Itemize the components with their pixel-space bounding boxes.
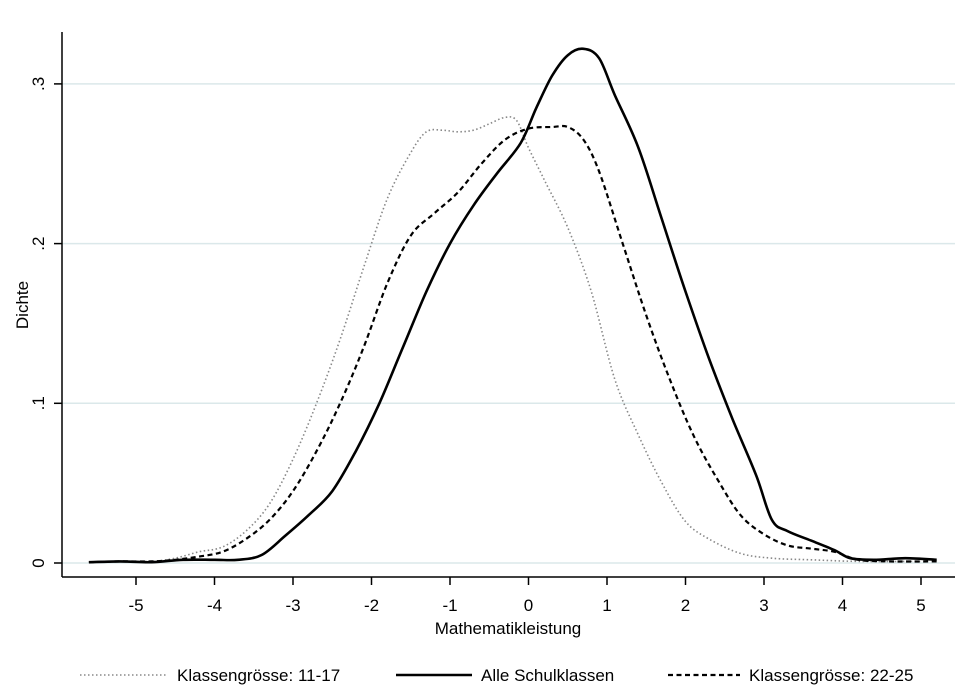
legend-label: Klassengrösse: 11-17 xyxy=(177,666,340,685)
x-ticks: -5 -4 -3 -2 -1 0 1 2 3 4 5 xyxy=(128,577,926,615)
x-tick-label: 0 xyxy=(524,596,533,615)
x-tick-label: 2 xyxy=(681,596,690,615)
y-tick-label: .1 xyxy=(29,396,48,410)
x-tick-label: -3 xyxy=(285,596,300,615)
x-tick-label: -2 xyxy=(364,596,379,615)
x-axis-title: Mathematikleistung xyxy=(435,619,581,638)
series-line-1 xyxy=(88,116,922,563)
series-line-3 xyxy=(88,124,937,564)
x-tick-label: 1 xyxy=(602,596,611,615)
y-ticks: 0 .1 .2 .3 xyxy=(29,77,62,568)
x-tick-label: 5 xyxy=(916,596,925,615)
y-tick-label: 0 xyxy=(29,558,48,567)
y-tick-label: .2 xyxy=(29,237,48,251)
x-tick-label: -4 xyxy=(207,596,222,615)
grid-lines xyxy=(62,83,955,564)
legend-label: Klassengrösse: 22-25 xyxy=(749,666,913,685)
x-tick-label: 3 xyxy=(759,596,768,615)
series-lines xyxy=(88,47,937,564)
axes xyxy=(61,32,955,578)
x-tick-label: 4 xyxy=(838,596,847,615)
x-tick-label: -5 xyxy=(128,596,143,615)
y-axis-title: Dichte xyxy=(13,281,32,329)
x-tick-label: -1 xyxy=(442,596,457,615)
legend: Klassengrösse: 11-17 Alle Schulklassen Kla… xyxy=(80,666,913,685)
legend-label: Alle Schulklassen xyxy=(481,666,614,685)
y-tick-label: .3 xyxy=(29,77,48,91)
series-line-2 xyxy=(88,47,937,564)
